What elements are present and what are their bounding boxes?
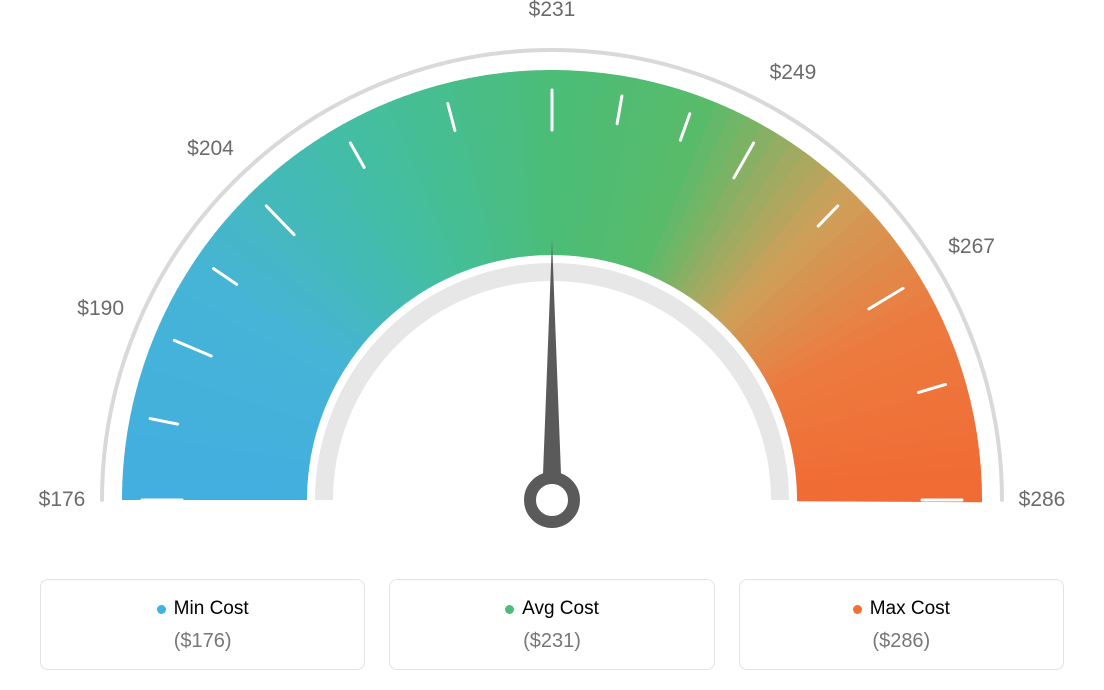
legend-dot-avg — [505, 605, 514, 614]
legend-title-min: Min Cost — [157, 598, 249, 620]
gauge-tick-label: $231 — [529, 0, 576, 22]
gauge-tick-label: $190 — [77, 297, 124, 321]
legend-title-avg: Avg Cost — [505, 598, 599, 620]
legend-dot-max — [853, 605, 862, 614]
cost-gauge: $176 $190 $204 $231 $249 $267 $286 — [0, 0, 1104, 560]
legend-value-max: ($286) — [750, 630, 1053, 653]
legend-title-text: Max Cost — [870, 598, 950, 620]
gauge-tick-label: $176 — [39, 488, 86, 512]
legend-card-min: Min Cost ($176) — [40, 579, 365, 670]
legend-title-text: Min Cost — [174, 598, 249, 620]
gauge-tick-label: $204 — [187, 137, 234, 161]
legend-card-avg: Avg Cost ($231) — [389, 579, 714, 670]
legend-value-avg: ($231) — [400, 630, 703, 653]
legend-title-text: Avg Cost — [522, 598, 599, 620]
gauge-svg — [0, 0, 1104, 560]
gauge-tick-label: $249 — [770, 61, 817, 85]
legend-row: Min Cost ($176) Avg Cost ($231) Max Cost… — [0, 579, 1104, 670]
gauge-tick-label: $286 — [1019, 488, 1066, 512]
legend-title-max: Max Cost — [853, 598, 950, 620]
legend-card-max: Max Cost ($286) — [739, 579, 1064, 670]
legend-dot-min — [157, 605, 166, 614]
legend-value-min: ($176) — [51, 630, 354, 653]
gauge-tick-label: $267 — [948, 235, 995, 259]
